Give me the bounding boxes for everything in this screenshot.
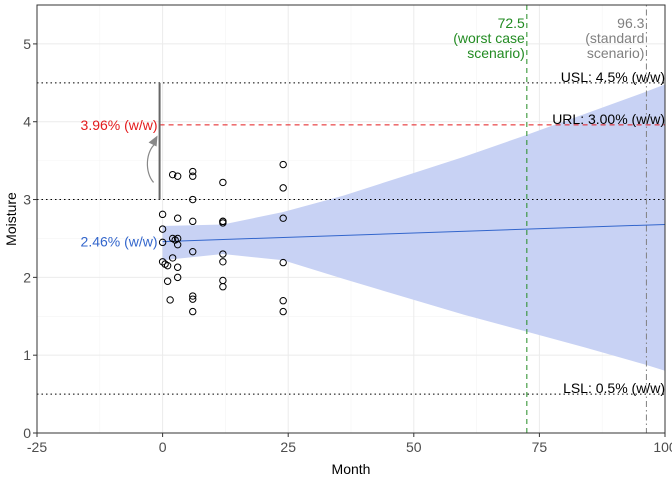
x-tick-label: 75 [532, 439, 548, 455]
reference-line-label-1: LSL: 0.5% (w/w) [563, 380, 665, 396]
data-point [279, 297, 287, 305]
data-point [189, 292, 197, 300]
x-tick-label: 100 [653, 439, 672, 455]
regression-fit-line [162, 223, 666, 243]
axes: -250255075100012345 [23, 36, 672, 455]
x-tick-label: 50 [406, 439, 422, 455]
data-point [173, 240, 182, 249]
reference-line-x-label-5-0: 96.3 [617, 15, 644, 31]
data-point [168, 170, 177, 179]
data-point [189, 307, 197, 316]
data-point [279, 307, 287, 316]
reference-line-label-0: USL: 4.5% (w/w) [561, 69, 665, 85]
data-point [158, 210, 167, 219]
data-point [219, 258, 227, 266]
data-point [189, 167, 197, 176]
confidence-band-area [162, 84, 665, 371]
data-point [219, 276, 227, 285]
reference-line-x-label-5-1: (standard [585, 30, 644, 46]
data-point [279, 184, 287, 192]
arrow-head [148, 135, 158, 147]
y-tick-label: 4 [23, 114, 31, 130]
data-point [189, 172, 197, 180]
annotation-label-0: 3.96% (w/w) [81, 117, 158, 133]
annotation-label-1: 2.46% (w/w) [81, 234, 158, 250]
y-tick-label: 0 [23, 425, 31, 441]
data-point [189, 217, 197, 226]
reference-line-x-label-5-2: scenario) [587, 45, 645, 61]
x-tick-label: 25 [280, 439, 296, 455]
data-point [173, 214, 182, 222]
plot-panel-border [36, 4, 666, 434]
y-tick-label: 5 [23, 36, 31, 52]
reference-lines: USL: 4.5% (w/w) LSL: 0.5% (w/w) URL: 3.00%… [37, 5, 665, 433]
y-tick-label: 1 [23, 347, 31, 363]
arrow-curve [146, 143, 156, 183]
reference-line-label-3: URL: 3.00% (w/w) [552, 111, 665, 127]
reference-line-x-label-4-0: 72.5 [498, 15, 525, 31]
reference-line-x-label-4-1: (worst case [453, 30, 525, 46]
data-point [279, 160, 287, 169]
data-point [158, 258, 167, 266]
confidence-band [162, 84, 665, 371]
data-point [219, 219, 227, 227]
data-point [173, 263, 182, 271]
data-point [279, 214, 287, 222]
data-point [279, 258, 287, 267]
data-point [163, 277, 172, 285]
regression-line [162, 223, 666, 243]
data-point [163, 261, 172, 270]
data-point [158, 225, 167, 233]
data-points [158, 160, 287, 316]
data-point [168, 254, 177, 262]
x-tick-label: 0 [159, 439, 167, 455]
x-axis-label: Month [332, 461, 371, 477]
data-point [158, 238, 167, 247]
reference-line-x-label-4-2: scenario) [467, 45, 525, 61]
data-point [219, 250, 227, 258]
data-point [173, 273, 182, 282]
data-point [189, 195, 197, 204]
x-tick-label: -25 [27, 439, 47, 455]
data-point [219, 178, 227, 187]
data-point [166, 296, 174, 304]
y-tick-label: 3 [23, 192, 31, 208]
data-point [189, 247, 197, 256]
data-point [173, 172, 182, 180]
data-point [189, 295, 197, 303]
annotations: 3.96% (w/w) 2.46% (w/w) [81, 117, 158, 250]
y-tick-label: 2 [23, 269, 31, 285]
y-axis-label: Moisture [3, 192, 19, 246]
